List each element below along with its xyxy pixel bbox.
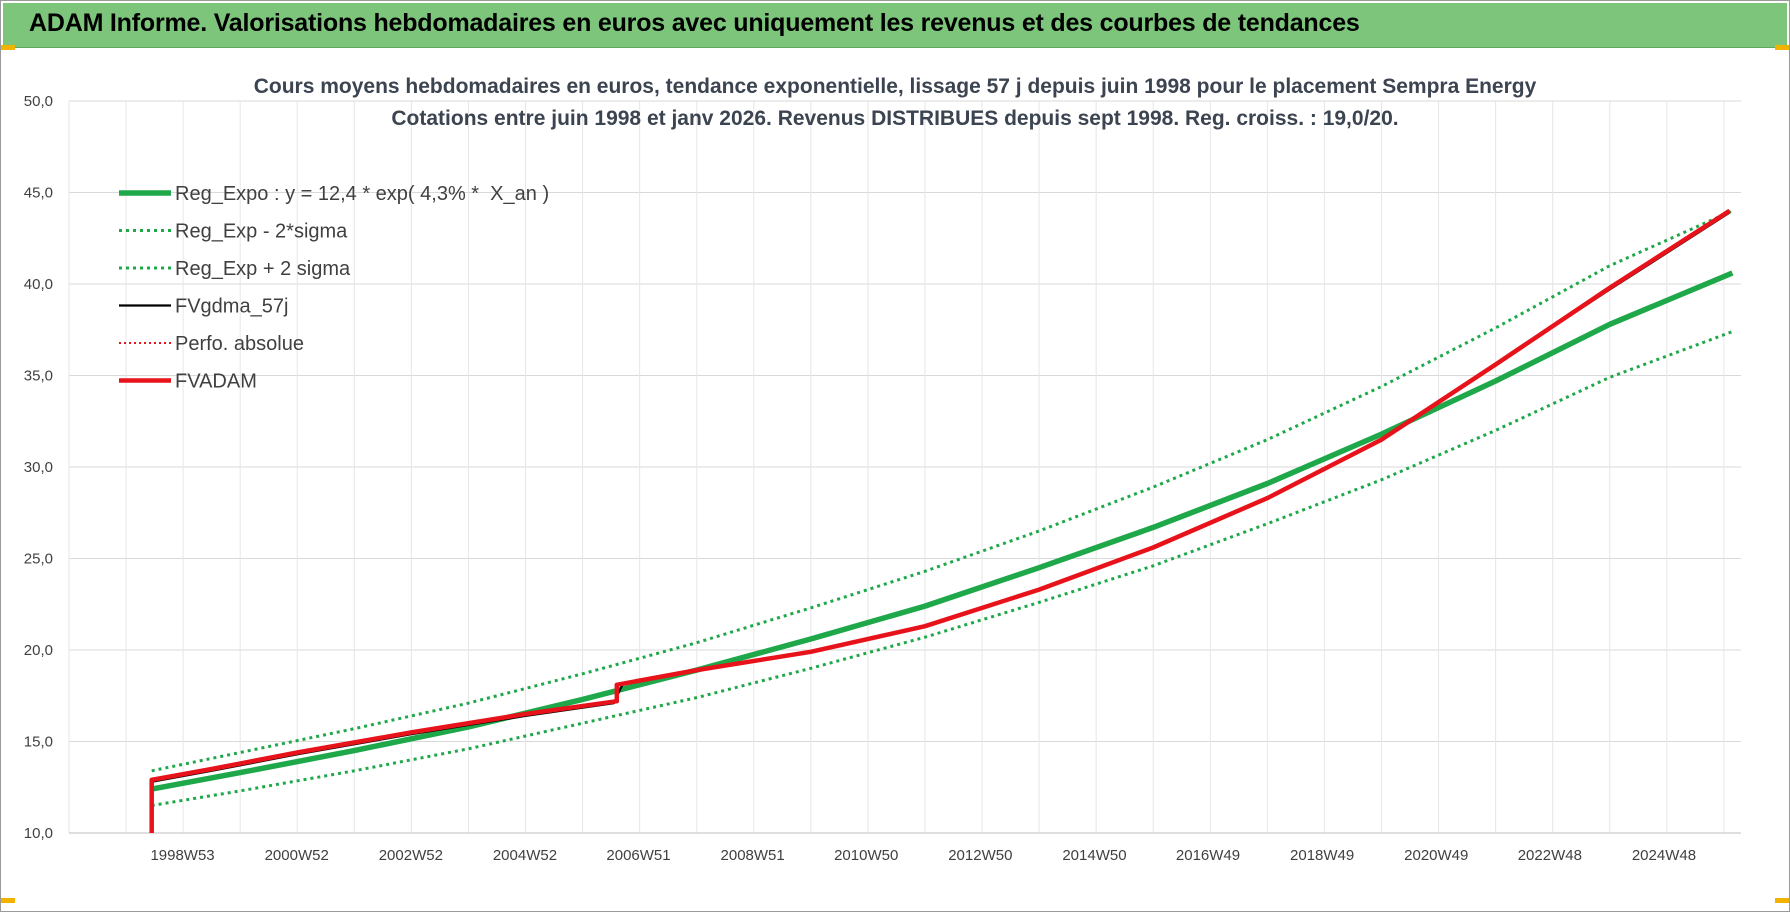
corner-marker bbox=[1, 898, 15, 903]
x-tick-label: 2014W50 bbox=[1062, 847, 1126, 864]
x-tick-label: 2022W48 bbox=[1518, 847, 1582, 864]
x-tick-label: 2000W52 bbox=[265, 847, 329, 864]
corner-marker bbox=[1, 45, 15, 50]
corner-marker bbox=[1775, 45, 1789, 50]
legend-label: FVADAM bbox=[175, 371, 257, 393]
x-tick-label: 2020W49 bbox=[1404, 847, 1468, 864]
legend-label: FVgdma_57j bbox=[175, 296, 288, 318]
chart-legend: Reg_Expo : y = 12,4 * exp( 4,3% * X_an )… bbox=[119, 183, 549, 393]
legend-label: Perfo. absolue bbox=[175, 333, 304, 355]
y-tick-label: 25,0 bbox=[24, 551, 53, 568]
x-tick-label: 1998W53 bbox=[150, 847, 214, 864]
y-tick-label: 50,0 bbox=[24, 93, 53, 110]
x-tick-label: 2018W49 bbox=[1290, 847, 1354, 864]
x-tick-label: 2012W50 bbox=[948, 847, 1012, 864]
x-tick-label: 2024W48 bbox=[1632, 847, 1696, 864]
x-tick-label: 2016W49 bbox=[1176, 847, 1240, 864]
gridlines bbox=[68, 100, 1741, 834]
x-tick-label: 2002W52 bbox=[379, 847, 443, 864]
legend-label: Reg_Exp + 2 sigma bbox=[175, 258, 351, 280]
x-tick-label: 2006W51 bbox=[606, 847, 670, 864]
y-tick-label: 30,0 bbox=[24, 459, 53, 476]
y-tick-label: 45,0 bbox=[24, 185, 53, 202]
x-tick-label: 2004W52 bbox=[493, 847, 557, 864]
series-line-2 bbox=[151, 330, 1733, 807]
series-line-6 bbox=[149, 208, 1731, 833]
series-lines bbox=[149, 208, 1734, 833]
y-tick-label: 10,0 bbox=[24, 825, 53, 842]
chart-subtitle: Cotations entre juin 1998 et janv 2026. … bbox=[391, 107, 1398, 130]
y-tick-label: 15,0 bbox=[24, 734, 53, 751]
y-tick-label: 35,0 bbox=[24, 368, 53, 385]
report-title: ADAM Informe. Valorisations hebdomadaire… bbox=[29, 9, 1360, 37]
x-tick-label: 2010W50 bbox=[834, 847, 898, 864]
report-banner: ADAM Informe. Valorisations hebdomadaire… bbox=[3, 3, 1787, 48]
legend-label: Reg_Exp - 2*sigma bbox=[175, 221, 348, 243]
chart-title: Cours moyens hebdomadaires en euros, ten… bbox=[254, 75, 1537, 98]
axis-tick-labels: 10,0 15,0 20,0 25,0 30,0 35,0 40,0 45,0 50,0 1998… bbox=[24, 93, 1696, 864]
series-line-3 bbox=[151, 209, 1734, 773]
series-line-1 bbox=[151, 270, 1734, 792]
y-tick-label: 20,0 bbox=[24, 642, 53, 659]
x-tick-label: 2008W51 bbox=[721, 847, 785, 864]
y-tick-label: 40,0 bbox=[24, 276, 53, 293]
legend-label: Reg_Expo : y = 12,4 * exp( 4,3% * X_an ) bbox=[175, 183, 549, 205]
corner-marker bbox=[1775, 898, 1789, 903]
chart-titles: Cours moyens hebdomadaires en euros, ten… bbox=[254, 75, 1537, 130]
